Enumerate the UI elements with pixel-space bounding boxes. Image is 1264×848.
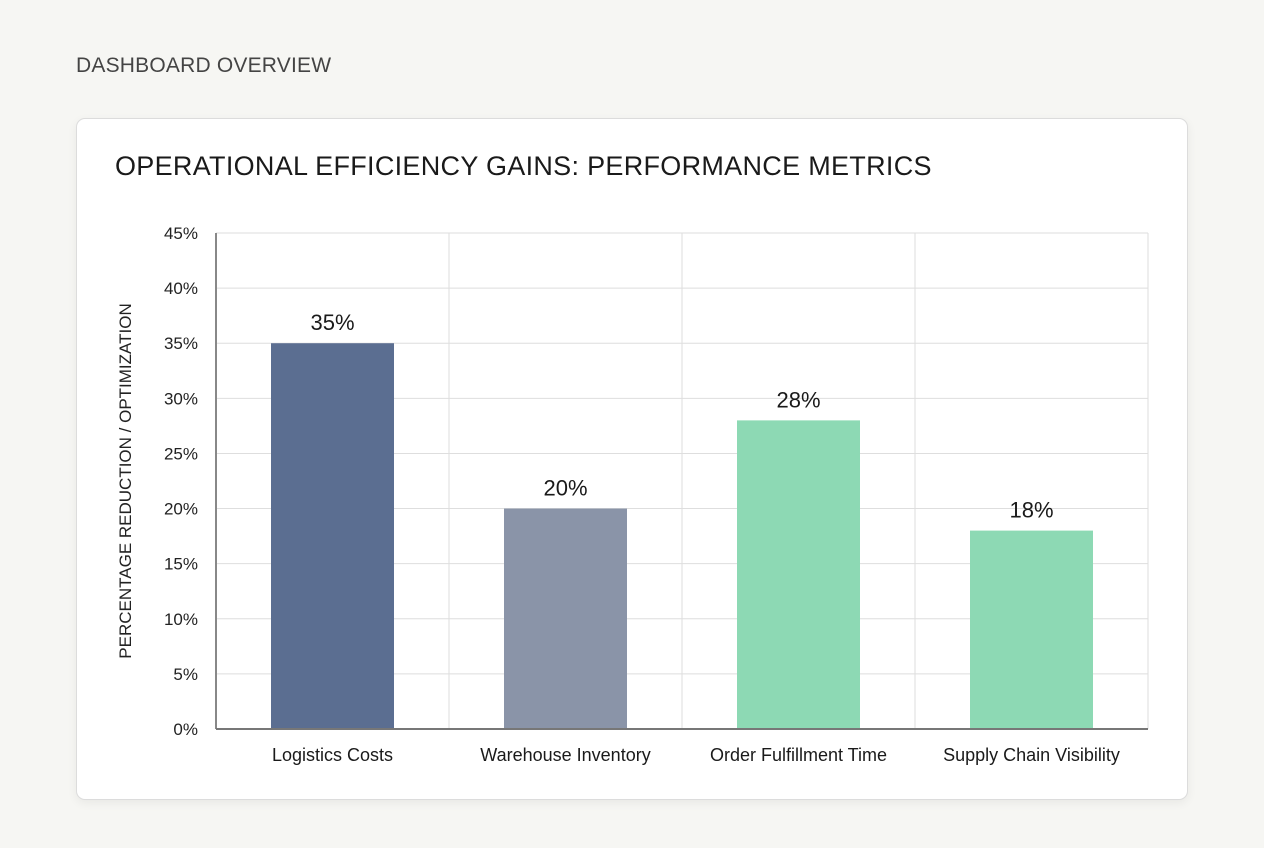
y-tick-label: 5%	[173, 665, 198, 684]
x-tick-label: Order Fulfillment Time	[710, 745, 887, 765]
x-tick-label: Warehouse Inventory	[480, 745, 650, 765]
page-header: DASHBOARD OVERVIEW	[76, 54, 332, 77]
data-label: 28%	[776, 387, 820, 412]
bar-1	[504, 508, 627, 729]
y-tick-label: 40%	[164, 279, 198, 298]
bar-2	[737, 420, 860, 729]
x-tick-label: Logistics Costs	[272, 745, 393, 765]
y-tick-label: 45%	[164, 224, 198, 243]
y-tick-label: 0%	[173, 720, 198, 739]
y-tick-label: 35%	[164, 334, 198, 353]
y-tick-label: 15%	[164, 555, 198, 574]
y-tick-label: 20%	[164, 500, 198, 519]
bar-0	[271, 343, 394, 729]
y-tick-label: 10%	[164, 610, 198, 629]
chart-title: OPERATIONAL EFFICIENCY GAINS: PERFORMANC…	[115, 151, 932, 181]
y-tick-label: 30%	[164, 389, 198, 408]
bar-3	[970, 530, 1093, 729]
y-axis-label: PERCENTAGE REDUCTION / OPTIMIZATION	[116, 303, 135, 658]
x-tick-label: Supply Chain Visibility	[943, 745, 1120, 765]
data-label: 20%	[543, 476, 587, 501]
data-label: 35%	[310, 310, 354, 335]
data-label: 18%	[1009, 498, 1053, 523]
y-tick-label: 25%	[164, 444, 198, 463]
